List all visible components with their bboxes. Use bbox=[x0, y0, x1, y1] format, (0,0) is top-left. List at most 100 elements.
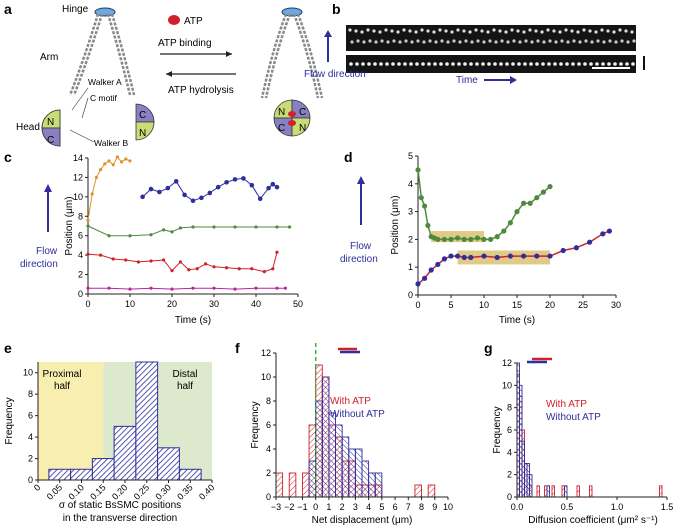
x-tick-label: 0.15 bbox=[88, 482, 107, 501]
data-point-magenta bbox=[86, 286, 90, 290]
kymo-spot bbox=[512, 39, 516, 43]
y-tick-label: 4 bbox=[266, 444, 271, 454]
data-point-red bbox=[195, 267, 199, 271]
kymo-spot bbox=[462, 29, 466, 33]
histogram-bar-without-atp bbox=[529, 474, 533, 498]
legend-with-atp: With ATP bbox=[546, 399, 587, 410]
kymo-spot bbox=[488, 39, 492, 43]
kymo-spot bbox=[493, 62, 497, 66]
x-tick-label: 5 bbox=[379, 502, 384, 512]
data-point-green bbox=[494, 234, 500, 240]
kymo-spot bbox=[536, 39, 540, 43]
x-tick-label: −3 bbox=[271, 502, 281, 512]
data-point-blue bbox=[461, 254, 467, 261]
kymo-spot bbox=[426, 29, 430, 33]
kymo-spot bbox=[468, 30, 472, 34]
atp-icon bbox=[168, 15, 180, 25]
data-point-blue bbox=[606, 228, 613, 234]
kymo-spot bbox=[578, 40, 582, 44]
histogram-bar-without-atp bbox=[546, 485, 550, 498]
kymo-spot bbox=[528, 28, 532, 32]
x-tick-label: 0.0 bbox=[511, 502, 524, 512]
histogram-bar-without-atp bbox=[368, 472, 376, 498]
kymo-spot bbox=[500, 39, 504, 43]
data-point-blue bbox=[534, 253, 540, 259]
x-axis-title: Time (s) bbox=[499, 315, 535, 326]
kymo-spot bbox=[432, 30, 436, 34]
histogram-bar bbox=[70, 468, 93, 481]
data-point-red bbox=[204, 262, 208, 266]
kymo-spot bbox=[396, 30, 400, 34]
y-tick-label: 8 bbox=[507, 403, 512, 413]
kymo-spot bbox=[390, 29, 394, 33]
kymo-spot bbox=[414, 30, 418, 34]
x-tick-label: 1 bbox=[326, 502, 331, 512]
atp-label: ATP bbox=[184, 16, 203, 27]
kymo-spot bbox=[482, 40, 486, 44]
data-point-green bbox=[233, 225, 237, 229]
data-point-blue bbox=[560, 247, 566, 254]
chart-c: 0 10 20 30 40 50 0 2 4 6 8 10 12 14 Time (s) Position (… bbox=[64, 153, 303, 326]
kymo-spot bbox=[590, 40, 594, 44]
kymo-spot bbox=[360, 30, 364, 34]
data-point-magenta bbox=[107, 286, 111, 290]
kymo-spot bbox=[572, 39, 576, 43]
head-c-right: C bbox=[139, 110, 146, 121]
walker-a-label: Walker A bbox=[88, 77, 122, 87]
kymo-spot bbox=[367, 62, 371, 66]
x-tick-label: −2 bbox=[284, 502, 294, 512]
legend-with-atp: With ATP bbox=[330, 396, 371, 407]
data-point-magenta bbox=[254, 286, 258, 290]
y-tick-label: 0 bbox=[266, 492, 271, 502]
chart-d: 0 5 10 15 20 25 30 0 1 2 3 4 5 Time (s) Position (μm) bbox=[390, 151, 621, 326]
data-point-blue bbox=[481, 253, 487, 259]
kymo-spot bbox=[552, 29, 556, 33]
series-line-red bbox=[87, 252, 278, 273]
kymo-image-top bbox=[346, 25, 636, 51]
data-point-green bbox=[422, 203, 428, 209]
kymo-spot bbox=[356, 39, 360, 43]
x-axis-title: Net displacement (μm) bbox=[312, 515, 413, 526]
data-point-green bbox=[461, 236, 467, 242]
histogram-bar bbox=[91, 458, 115, 481]
data-point-blue bbox=[435, 261, 441, 268]
y-tick-label: 3 bbox=[408, 207, 413, 217]
kymo-spot bbox=[542, 40, 546, 44]
legend-without-atp: Without ATP bbox=[330, 409, 385, 420]
panel-b: b Flow direction Time bbox=[304, 1, 645, 86]
distal-label-2: half bbox=[177, 381, 193, 392]
kymo-spot bbox=[404, 39, 408, 43]
histogram-bar-without-atp bbox=[374, 472, 383, 498]
y-tick-label: 8 bbox=[266, 396, 271, 406]
histogram-bar-with-atp bbox=[288, 472, 297, 498]
data-point-blue bbox=[241, 176, 246, 181]
data-point-green bbox=[468, 236, 474, 242]
kymo-spot bbox=[428, 39, 432, 43]
y-axis-title: Position (μm) bbox=[390, 195, 401, 254]
x-tick-label: 0.05 bbox=[45, 482, 64, 501]
kymo-spot bbox=[379, 62, 383, 66]
data-point-magenta bbox=[149, 286, 153, 290]
data-point-orange bbox=[107, 159, 111, 163]
kymo-spot bbox=[511, 62, 515, 66]
kymo-spot bbox=[517, 62, 521, 66]
histogram-bar-without-atp bbox=[335, 424, 343, 498]
kymo-spot bbox=[596, 39, 600, 43]
y-tick-label: 0 bbox=[78, 289, 83, 299]
x-tick-label: 25 bbox=[578, 300, 588, 310]
kymo-spot bbox=[583, 62, 587, 66]
y-tick-label: 2 bbox=[28, 454, 33, 464]
kymo-spot bbox=[386, 40, 390, 44]
legend-without-atp: Without ATP bbox=[546, 412, 601, 423]
kymo-spot bbox=[595, 62, 599, 66]
kymo-spot bbox=[385, 62, 389, 66]
head-c-left: C bbox=[47, 135, 54, 146]
data-point-green bbox=[275, 225, 279, 229]
kymo-spot bbox=[612, 30, 616, 34]
x-tick-label: 0 bbox=[415, 300, 420, 310]
kymo-spot bbox=[620, 39, 624, 43]
eh-n2: N bbox=[299, 123, 306, 134]
kymo-spot bbox=[614, 40, 618, 44]
data-point-green bbox=[474, 235, 480, 241]
